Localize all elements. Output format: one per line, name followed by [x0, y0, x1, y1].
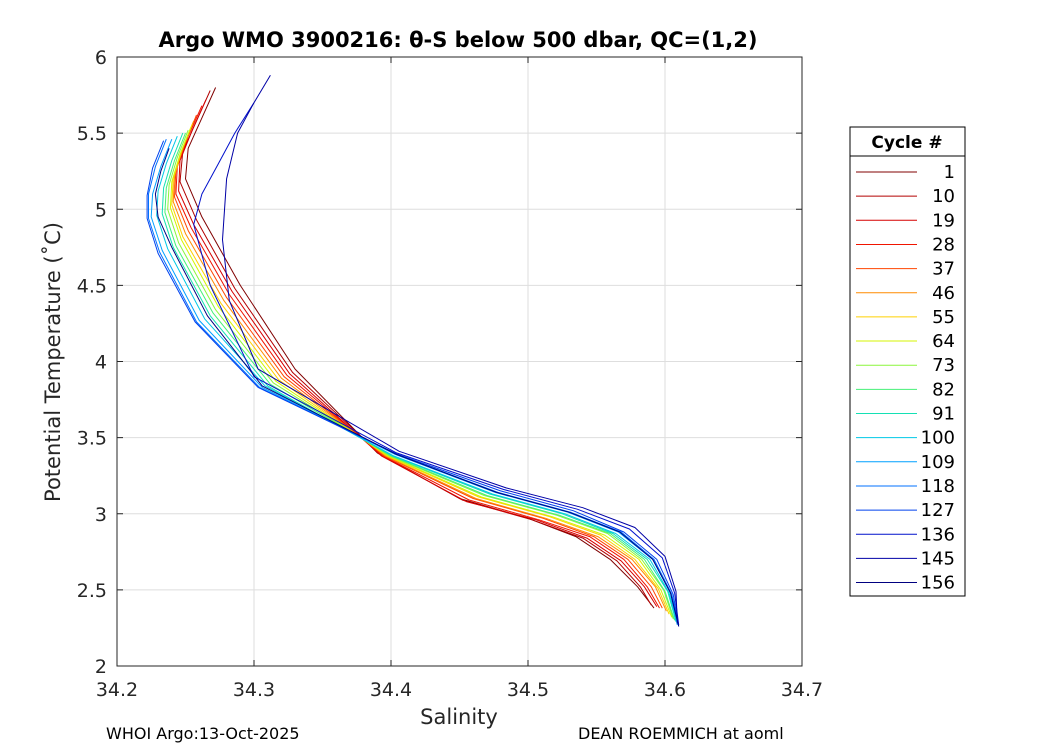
y-tick-label: 5: [95, 199, 107, 221]
legend-label-cycle-37: 37: [932, 259, 955, 280]
series-line-cycle-46: [172, 120, 667, 612]
legend: Cycle # 1 10 19 28 37 46 55 64 73 82 91 100 109 118 12…: [849, 126, 966, 597]
legend-label-cycle-127: 127: [921, 500, 955, 521]
x-tick-label: 34.5: [507, 679, 549, 701]
legend-label-cycle-10: 10: [932, 186, 955, 207]
y-tick-label: 6: [95, 47, 107, 69]
legend-label-cycle-156: 156: [921, 573, 955, 594]
legend-label-cycle-19: 19: [932, 210, 955, 231]
footer-author: DEAN ROEMMICH at aoml: [578, 724, 784, 743]
legend-label-cycle-64: 64: [932, 331, 955, 352]
y-axis: 2 2.5 3 3.5 4 4.5 5 5.5 6: [77, 47, 802, 678]
series-line-cycle-73: [167, 129, 674, 619]
legend-label-cycle-28: 28: [932, 234, 955, 255]
series-line-cycle-156: [154, 148, 680, 627]
series-line-cycle-1: [185, 87, 655, 609]
legend-label-cycle-91: 91: [932, 404, 955, 425]
footer-source: WHOI Argo:13-Oct-2025: [106, 724, 300, 743]
legend-box: [849, 126, 966, 597]
legend-label-cycle-118: 118: [921, 476, 955, 497]
x-tick-label: 34.6: [644, 679, 686, 701]
x-tick-label: 34.7: [781, 679, 823, 701]
legend-label-cycle-82: 82: [932, 379, 955, 400]
y-tick-label: 5.5: [77, 123, 107, 145]
series-line-cycle-55: [171, 123, 670, 615]
x-tick-label: 34.2: [96, 679, 138, 701]
y-tick-label: 2.5: [77, 580, 107, 602]
y-tick-label: 2: [95, 656, 107, 678]
x-axis: 34.2 34.3 34.4 34.5 34.6 34.7: [96, 57, 823, 701]
series-line-cycle-82: [164, 132, 676, 621]
legend-label-cycle-109: 109: [921, 452, 955, 473]
chart-title: Argo WMO 3900216: θ-S below 500 dbar, QC…: [159, 28, 758, 52]
legend-label-cycle-73: 73: [932, 355, 955, 376]
series-line-cycle-145: [222, 75, 678, 624]
legend-entries: 1 10 19 28 37 46 55 64 73 82 91 100 109 118 127 136 145 1…: [856, 162, 955, 594]
series-layer: [146, 75, 680, 627]
x-axis-label: Salinity: [420, 705, 498, 729]
y-tick-label: 3.5: [77, 428, 107, 450]
y-tick-label: 4.5: [77, 275, 107, 297]
legend-label-cycle-145: 145: [921, 548, 955, 569]
legend-label-cycle-46: 46: [932, 283, 955, 304]
y-tick-label: 3: [95, 504, 107, 526]
legend-title: Cycle #: [871, 133, 942, 153]
legend-label-cycle-136: 136: [921, 524, 955, 545]
x-tick-label: 34.3: [233, 679, 275, 701]
series-line-cycle-28: [175, 105, 660, 609]
series-line-cycle-37: [174, 114, 663, 609]
legend-label-cycle-100: 100: [921, 428, 955, 449]
x-tick-label: 34.4: [370, 679, 412, 701]
series-line-cycle-10: [179, 90, 652, 606]
series-line-cycle-127: [146, 140, 680, 627]
y-axis-label: Potential Temperature (˚C): [41, 222, 65, 502]
legend-label-cycle-55: 55: [932, 307, 955, 328]
y-tick-label: 4: [95, 352, 107, 374]
legend-label-cycle-1: 1: [944, 162, 955, 183]
series-line-cycle-19: [178, 99, 658, 607]
series-line-cycle-136: [193, 102, 680, 625]
